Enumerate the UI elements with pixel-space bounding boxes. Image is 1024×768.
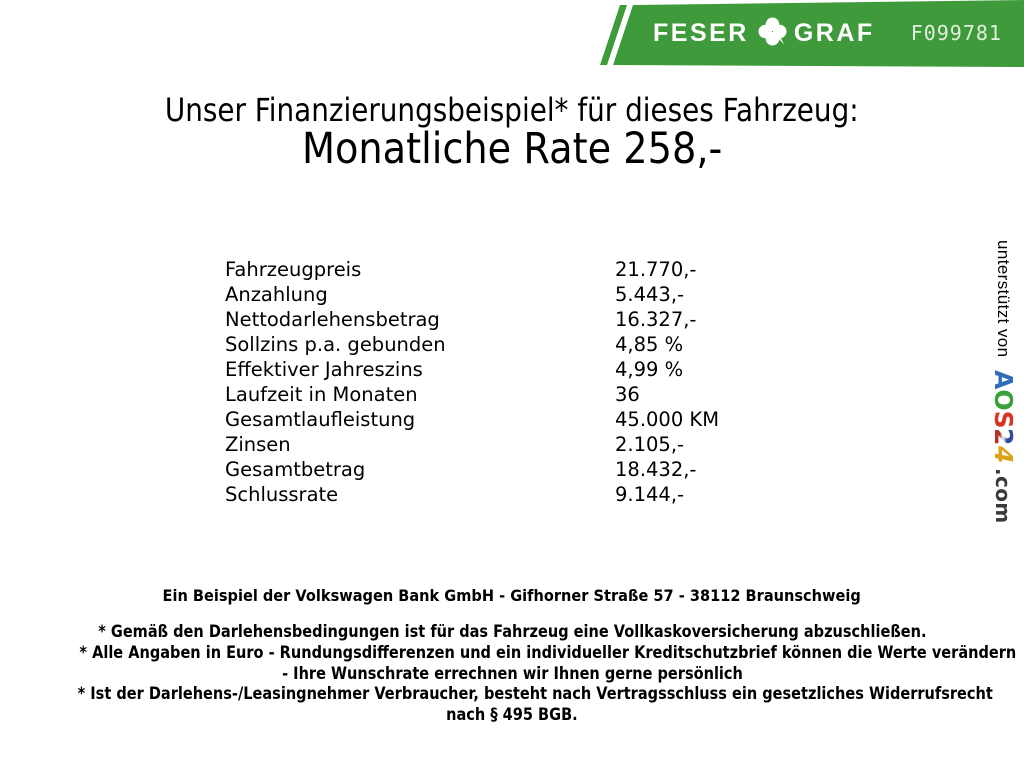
brand-name-second: GRAF — [793, 18, 875, 47]
page-title: Unser Finanzierungsbeispiel* für dieses … — [0, 90, 1024, 130]
row-label: Zinsen — [225, 433, 291, 456]
row-value: 5.443,- — [615, 283, 685, 306]
bank-info-line: Ein Beispiel der Volkswagen Bank GmbH - … — [0, 586, 1024, 605]
row-value: 21.770,- — [615, 258, 697, 281]
disclaimer-line: * Gemäß den Darlehensbedingungen ist für… — [0, 622, 1024, 643]
bank-info-text: Ein Beispiel der Volkswagen Bank GmbH - … — [162, 586, 862, 605]
monthly-rate-text: Monatliche Rate 258,- — [301, 124, 723, 174]
row-label: Laufzeit in Monaten — [225, 383, 418, 406]
supported-by-label: unterstützt von — [994, 240, 1013, 358]
aos-digit-4: 4 — [989, 445, 1018, 463]
disclaimer-block: * Gemäß den Darlehensbedingungen ist für… — [0, 622, 1024, 726]
table-row: Fahrzeugpreis 21.770,- — [225, 257, 719, 282]
disclaimer-line: - Ihre Wunschrate errechnen wir Ihnen ge… — [0, 664, 1024, 685]
monthly-rate-title: Monatliche Rate 258,- — [0, 124, 1024, 176]
aos24-logo: AOS24 — [989, 358, 1018, 463]
financing-table: Fahrzeugpreis 21.770,- Anzahlung 5.443,-… — [225, 257, 719, 507]
vehicle-code: F099781 — [910, 21, 1002, 45]
aos-letter-s: S — [989, 410, 1018, 429]
page-title-text: Unser Finanzierungsbeispiel* für dieses … — [165, 91, 859, 129]
row-value: 2.105,- — [615, 433, 685, 456]
header-banner: FESER GRAF F099781 — [595, 0, 1024, 70]
aos-letter-o: O — [989, 388, 1018, 411]
aos-letter-a: A — [989, 369, 1018, 389]
row-value: 9.144,- — [615, 483, 685, 506]
brand-name-first: FESER — [653, 18, 749, 47]
table-row: Schlussrate 9.144,- — [225, 482, 719, 507]
table-row: Effektiver Jahreszins 4,99 % — [225, 357, 719, 382]
row-value: 45.000 KM — [615, 408, 720, 431]
table-row: Gesamtlaufleistung 45.000 KM — [225, 407, 719, 432]
row-value: 36 — [615, 383, 640, 406]
aos-com-suffix: .com — [991, 467, 1015, 524]
row-value: 4,85 % — [615, 333, 684, 356]
row-label: Fahrzeugpreis — [225, 258, 362, 281]
clover-icon — [758, 17, 787, 46]
row-label: Effektiver Jahreszins — [225, 358, 423, 381]
row-label: Nettodarlehensbetrag — [225, 308, 440, 331]
row-label: Gesamtlaufleistung — [225, 408, 416, 431]
banner-content: FESER GRAF F099781 — [653, 0, 1002, 66]
table-row: Nettodarlehensbetrag 16.327,- — [225, 307, 719, 332]
disclaimer-text: - Ihre Wunschrate errechnen wir Ihnen ge… — [281, 663, 743, 684]
row-label: Schlussrate — [225, 483, 339, 506]
table-row: Laufzeit in Monaten 36 — [225, 382, 719, 407]
disclaimer-text: * Gemäß den Darlehensbedingungen ist für… — [97, 622, 927, 642]
table-row: Anzahlung 5.443,- — [225, 282, 719, 307]
table-row: Zinsen 2.105,- — [225, 432, 719, 457]
disclaimer-line: * Alle Angaben in Euro - Rundungsdiffere… — [0, 643, 1024, 664]
disclaimer-text: * Alle Angaben in Euro - Rundungsdiffere… — [79, 642, 1017, 663]
row-value: 4,99 % — [615, 358, 684, 381]
brand-logo: FESER GRAF — [653, 17, 875, 49]
aos-digit-2: 2 — [989, 428, 1018, 446]
disclaimer-text: * Ist der Darlehens-/Leasingnehmer Verbr… — [77, 684, 993, 705]
table-row: Sollzins p.a. gebunden 4,85 % — [225, 332, 719, 357]
disclaimer-line: * Ist der Darlehens-/Leasingnehmer Verbr… — [0, 684, 1024, 705]
disclaimer-line: nach § 495 BGB. — [0, 705, 1024, 726]
table-row: Gesamtbetrag 18.432,- — [225, 457, 719, 482]
disclaimer-text: nach § 495 BGB. — [446, 705, 578, 726]
supported-by-sidebar: unterstützt vonAOS24.com — [989, 240, 1018, 560]
row-label: Gesamtbetrag — [225, 458, 366, 481]
row-value: 18.432,- — [615, 458, 697, 481]
row-label: Sollzins p.a. gebunden — [225, 333, 446, 356]
row-value: 16.327,- — [615, 308, 697, 331]
banner-background-shape — [600, 0, 1024, 67]
row-label: Anzahlung — [225, 283, 328, 306]
